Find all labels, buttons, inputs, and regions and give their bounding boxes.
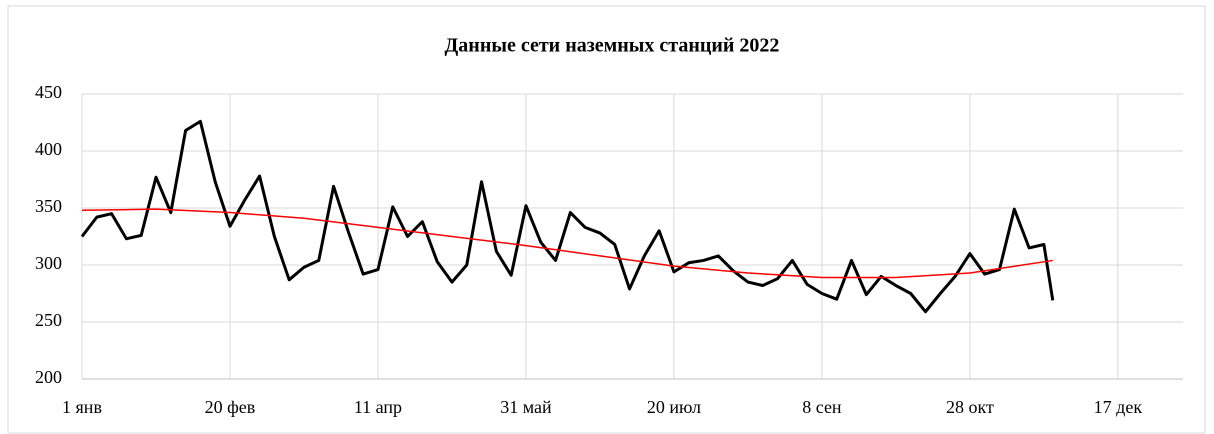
- y-tick-label: 300: [35, 253, 62, 273]
- y-tick-label: 400: [35, 139, 62, 159]
- x-tick-label: 1 янв: [62, 397, 102, 417]
- x-tick-label: 20 июл: [647, 397, 701, 417]
- y-tick-label: 350: [35, 196, 62, 216]
- y-tick-label: 200: [35, 367, 62, 387]
- y-tick-label: 450: [35, 82, 62, 102]
- x-tick-label: 8 сен: [802, 397, 842, 417]
- y-tick-label: 250: [35, 310, 62, 330]
- x-tick-label: 17 дек: [1094, 397, 1143, 417]
- trend-line: [81, 208, 1053, 279]
- chart-title: Данные сети наземных станций 2022: [445, 35, 780, 57]
- chart-border: [7, 5, 1206, 434]
- data-line: [80, 119, 1055, 314]
- x-tick-label: 31 май: [500, 397, 552, 417]
- x-tick-label: 11 апр: [354, 397, 402, 417]
- x-tick-label: 28 окт: [946, 397, 994, 417]
- x-tick-label: 20 фев: [205, 397, 256, 417]
